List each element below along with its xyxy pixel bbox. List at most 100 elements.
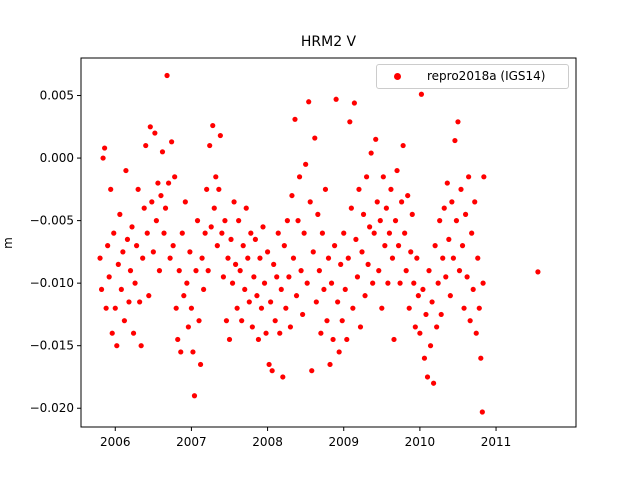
data-point	[444, 180, 450, 186]
data-point	[338, 261, 344, 267]
x-axis-ticks: 2006 2007 2008 2009 2010 2011	[100, 427, 511, 449]
data-point	[371, 230, 377, 236]
data-point	[429, 299, 435, 305]
data-point	[430, 380, 437, 386]
data-point	[385, 280, 391, 286]
data-point	[236, 218, 242, 224]
data-point	[303, 161, 309, 167]
data-point	[300, 311, 306, 318]
data-point	[315, 211, 321, 217]
data-point	[155, 180, 161, 186]
data-point	[325, 255, 332, 261]
data-point	[475, 255, 481, 261]
data-point	[397, 280, 403, 286]
data-point	[164, 72, 170, 79]
data-point	[479, 409, 485, 415]
data-point	[469, 230, 475, 236]
data-point	[455, 119, 461, 125]
data-point	[298, 268, 304, 274]
data-point	[295, 218, 301, 224]
data-point	[135, 186, 141, 192]
data-point	[264, 249, 271, 255]
data-point	[271, 261, 277, 267]
data-point	[403, 268, 409, 274]
data-point	[115, 261, 121, 267]
data-point	[476, 305, 482, 311]
data-point	[190, 349, 196, 355]
data-point	[327, 361, 333, 368]
data-point	[412, 324, 418, 330]
data-point	[178, 349, 184, 355]
data-point	[219, 230, 225, 236]
data-point	[399, 199, 405, 205]
data-point	[408, 249, 414, 255]
data-point	[417, 330, 423, 336]
data-point	[176, 268, 182, 274]
data-point	[220, 274, 227, 280]
data-point	[268, 299, 274, 305]
data-point	[199, 255, 205, 261]
data-point	[313, 299, 319, 305]
data-point	[261, 280, 268, 286]
data-point	[205, 268, 211, 274]
data-point	[449, 199, 455, 205]
data-point	[292, 116, 298, 122]
data-point	[290, 255, 297, 261]
data-point	[394, 167, 400, 174]
data-point	[129, 224, 135, 230]
data-point	[423, 311, 429, 318]
data-point	[144, 230, 150, 236]
data-point	[112, 305, 118, 311]
data-point	[406, 305, 412, 311]
data-point	[362, 293, 368, 299]
data-point	[360, 211, 367, 217]
data-point	[277, 330, 283, 336]
data-point	[351, 100, 357, 106]
data-point	[376, 268, 382, 274]
data-point	[370, 280, 376, 286]
data-point	[347, 119, 353, 125]
data-point	[389, 255, 396, 261]
data-point	[441, 205, 447, 211]
data-point	[114, 343, 120, 349]
data-point	[202, 230, 208, 236]
data-point	[348, 205, 354, 211]
legend: repro2018a (IGS14)	[376, 64, 569, 89]
data-point	[158, 192, 164, 199]
data-point	[481, 174, 487, 180]
data-point	[132, 280, 138, 286]
data-point	[231, 199, 237, 205]
data-point	[283, 305, 289, 311]
data-point	[133, 243, 140, 249]
data-point	[446, 236, 452, 242]
data-point	[246, 299, 252, 305]
data-point	[143, 142, 149, 149]
chart-title: HRM2 V	[300, 34, 357, 50]
data-point	[185, 324, 191, 330]
x-tick-label: 2010	[405, 435, 436, 449]
data-point	[102, 145, 108, 151]
y-tick-label: 0.000	[40, 151, 74, 165]
data-point	[335, 299, 341, 305]
data-point	[350, 305, 356, 311]
data-point	[117, 211, 123, 217]
data-point	[462, 211, 469, 217]
data-point	[466, 174, 472, 180]
data-point	[254, 293, 260, 299]
data-point	[147, 124, 153, 130]
data-point	[391, 336, 397, 343]
data-point	[245, 255, 251, 261]
data-point	[309, 368, 315, 374]
data-point	[137, 299, 143, 305]
data-point	[172, 174, 178, 180]
data-point	[392, 218, 399, 224]
data-point	[105, 243, 111, 249]
data-point	[464, 274, 470, 280]
axes-frame	[80, 57, 577, 428]
data-point	[201, 286, 207, 293]
data-point	[440, 255, 446, 261]
x-tick-label: 2008	[252, 435, 283, 449]
data-point	[306, 99, 312, 105]
data-point	[356, 186, 362, 192]
